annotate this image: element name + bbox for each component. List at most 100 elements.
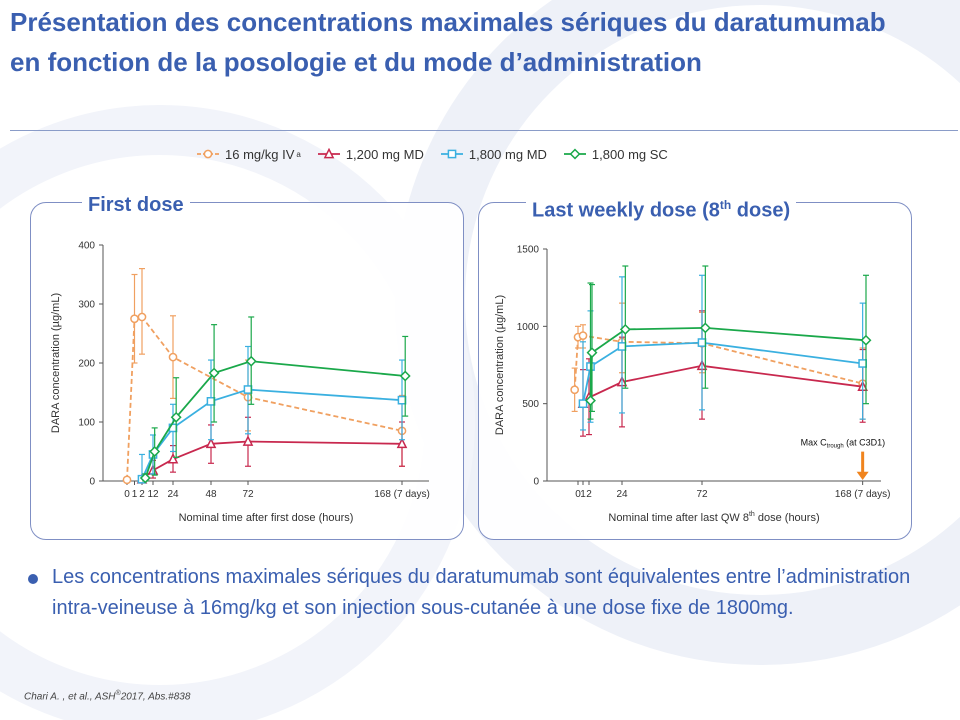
- y-tick-label: 1000: [517, 322, 540, 333]
- x-tick-label: 72: [242, 489, 254, 500]
- data-point: [208, 367, 220, 379]
- x-tick-label: 0: [124, 489, 130, 500]
- legend-label: 1,800 mg MD: [468, 146, 547, 162]
- y-axis-title: DARA concentration (µg/mL): [494, 295, 506, 435]
- data-point: [570, 385, 580, 395]
- data-point: [396, 437, 408, 449]
- legend-swatch: [440, 149, 463, 159]
- y-tick-label: 400: [78, 241, 95, 252]
- legend-swatch: [317, 148, 340, 159]
- legend-marker: [447, 149, 457, 159]
- annotation-arrow-head: [856, 471, 869, 480]
- first-dose-panel: 0 100 200 300 400 0 1 2 12 24 48 72 168 (7 days) Nomi…: [30, 202, 464, 540]
- data-point: [399, 370, 411, 382]
- x-tick-label: 0: [575, 489, 581, 500]
- x-tick-label: 24: [616, 489, 628, 500]
- legend-label: 1,800 mg SC: [591, 146, 668, 162]
- x-tick-label: 72: [696, 489, 708, 500]
- y-axis-title: DARA concentration (µg/mL): [50, 293, 62, 433]
- x-axis-title-tail: dose (hours): [755, 512, 820, 524]
- y-tick-label: 200: [78, 359, 95, 370]
- annotation-prefix: Max C: [801, 437, 828, 447]
- x-axis-title: Nominal time after first dose (hours): [179, 512, 354, 524]
- data-point: [586, 347, 598, 359]
- data-point: [130, 314, 139, 324]
- legend-marker: [323, 148, 335, 159]
- legend-label: 1,200 mg MD: [345, 146, 424, 162]
- bullet-dot: [28, 574, 38, 584]
- legend-item-1-200-mg-md: 1,200 mg MD: [317, 147, 424, 162]
- data-point: [860, 334, 872, 346]
- x-tick-label: 24: [167, 489, 179, 500]
- x-axis-title-text: Nominal time after first dose (hours): [179, 512, 354, 524]
- series-16-mg-kg-iv: [570, 302, 868, 420]
- first-dose-title: First dose: [82, 190, 190, 220]
- series-line: [573, 334, 863, 390]
- chart-legend: 16 mg/kg IV a 1,200 mg MD 1,800 mg MD 1,800 …: [196, 144, 684, 164]
- x-tick-label: 48: [205, 489, 217, 500]
- legend-swatch: [563, 148, 586, 160]
- slide-title: Présentation des concentrations maximale…: [10, 7, 886, 77]
- y-tick-label: 1500: [517, 245, 540, 256]
- x-tick-label: 2: [139, 489, 145, 500]
- legend-footnote-mark: a: [296, 149, 301, 159]
- series-16-mg-kg-iv: [122, 267, 407, 485]
- legend-label: 16 mg/kg IV: [225, 146, 295, 162]
- x-tick-label: 12: [147, 489, 159, 500]
- series-line: [126, 315, 403, 480]
- data-point: [168, 352, 178, 362]
- conclusion-text: Les concentrations maximales sériques du…: [52, 566, 911, 619]
- series-1-800-mg-sc: [139, 316, 411, 484]
- legend-marker: [569, 148, 581, 160]
- data-point: [137, 312, 147, 322]
- x-tick-label: 1: [580, 489, 586, 500]
- annotation-sub: trough: [827, 443, 844, 449]
- data-point: [122, 475, 132, 485]
- x-tick-label: 2: [586, 489, 592, 500]
- series-1-200-mg-md: [136, 416, 408, 484]
- series-line: [141, 440, 403, 480]
- x-axis-title: Nominal time after last QW 8th dose (hou…: [608, 511, 819, 524]
- y-tick-label: 100: [78, 418, 95, 429]
- data-point: [619, 323, 631, 335]
- data-point: [139, 472, 151, 484]
- series-line: [589, 326, 867, 401]
- title-divider: [10, 130, 958, 131]
- y-tick-label: 500: [522, 399, 539, 410]
- data-point: [585, 395, 596, 407]
- legend-swatch: [197, 149, 219, 159]
- last-dose-title: Last weekly dose (8th dose): [526, 190, 797, 222]
- data-point: [699, 322, 711, 334]
- x-axis-title-text: Nominal time after last QW 8: [608, 512, 749, 524]
- y-tick-label: 0: [533, 477, 539, 488]
- y-tick-label: 0: [89, 477, 95, 488]
- x-tick-label: 168 (7 days): [374, 489, 430, 500]
- data-point: [617, 342, 627, 351]
- series-1-800-mg-sc: [585, 265, 872, 420]
- data-point: [205, 437, 217, 449]
- data-point: [242, 435, 254, 446]
- x-axis-title-sup: th: [749, 511, 755, 518]
- data-point: [578, 399, 588, 409]
- reference: Chari A. , et al., ASH®2017, Abs.#838: [24, 690, 191, 703]
- data-point: [397, 395, 407, 405]
- x-tick-label: 1: [132, 489, 138, 500]
- data-point: [578, 331, 588, 340]
- data-point: [697, 338, 707, 347]
- data-point: [149, 446, 161, 457]
- annotation-label: Max Ctrough (at C3D1): [801, 437, 886, 449]
- data-point: [858, 359, 868, 368]
- data-point: [245, 355, 257, 367]
- legend-marker: [203, 149, 213, 159]
- y-tick-label: 300: [78, 300, 95, 311]
- last-dose-panel: 0 500 1000 1500 0 1 2 24 72 168 (7 days) Nominal t…: [478, 202, 912, 540]
- series-line: [144, 360, 406, 479]
- x-tick-label: 168 (7 days): [835, 489, 891, 500]
- data-point: [243, 385, 253, 394]
- data-point: [170, 411, 182, 423]
- series-1-800-mg-md: [578, 274, 868, 431]
- legend-item-1-800-mg-md: 1,800 mg MD: [440, 147, 547, 162]
- data-point: [167, 452, 179, 464]
